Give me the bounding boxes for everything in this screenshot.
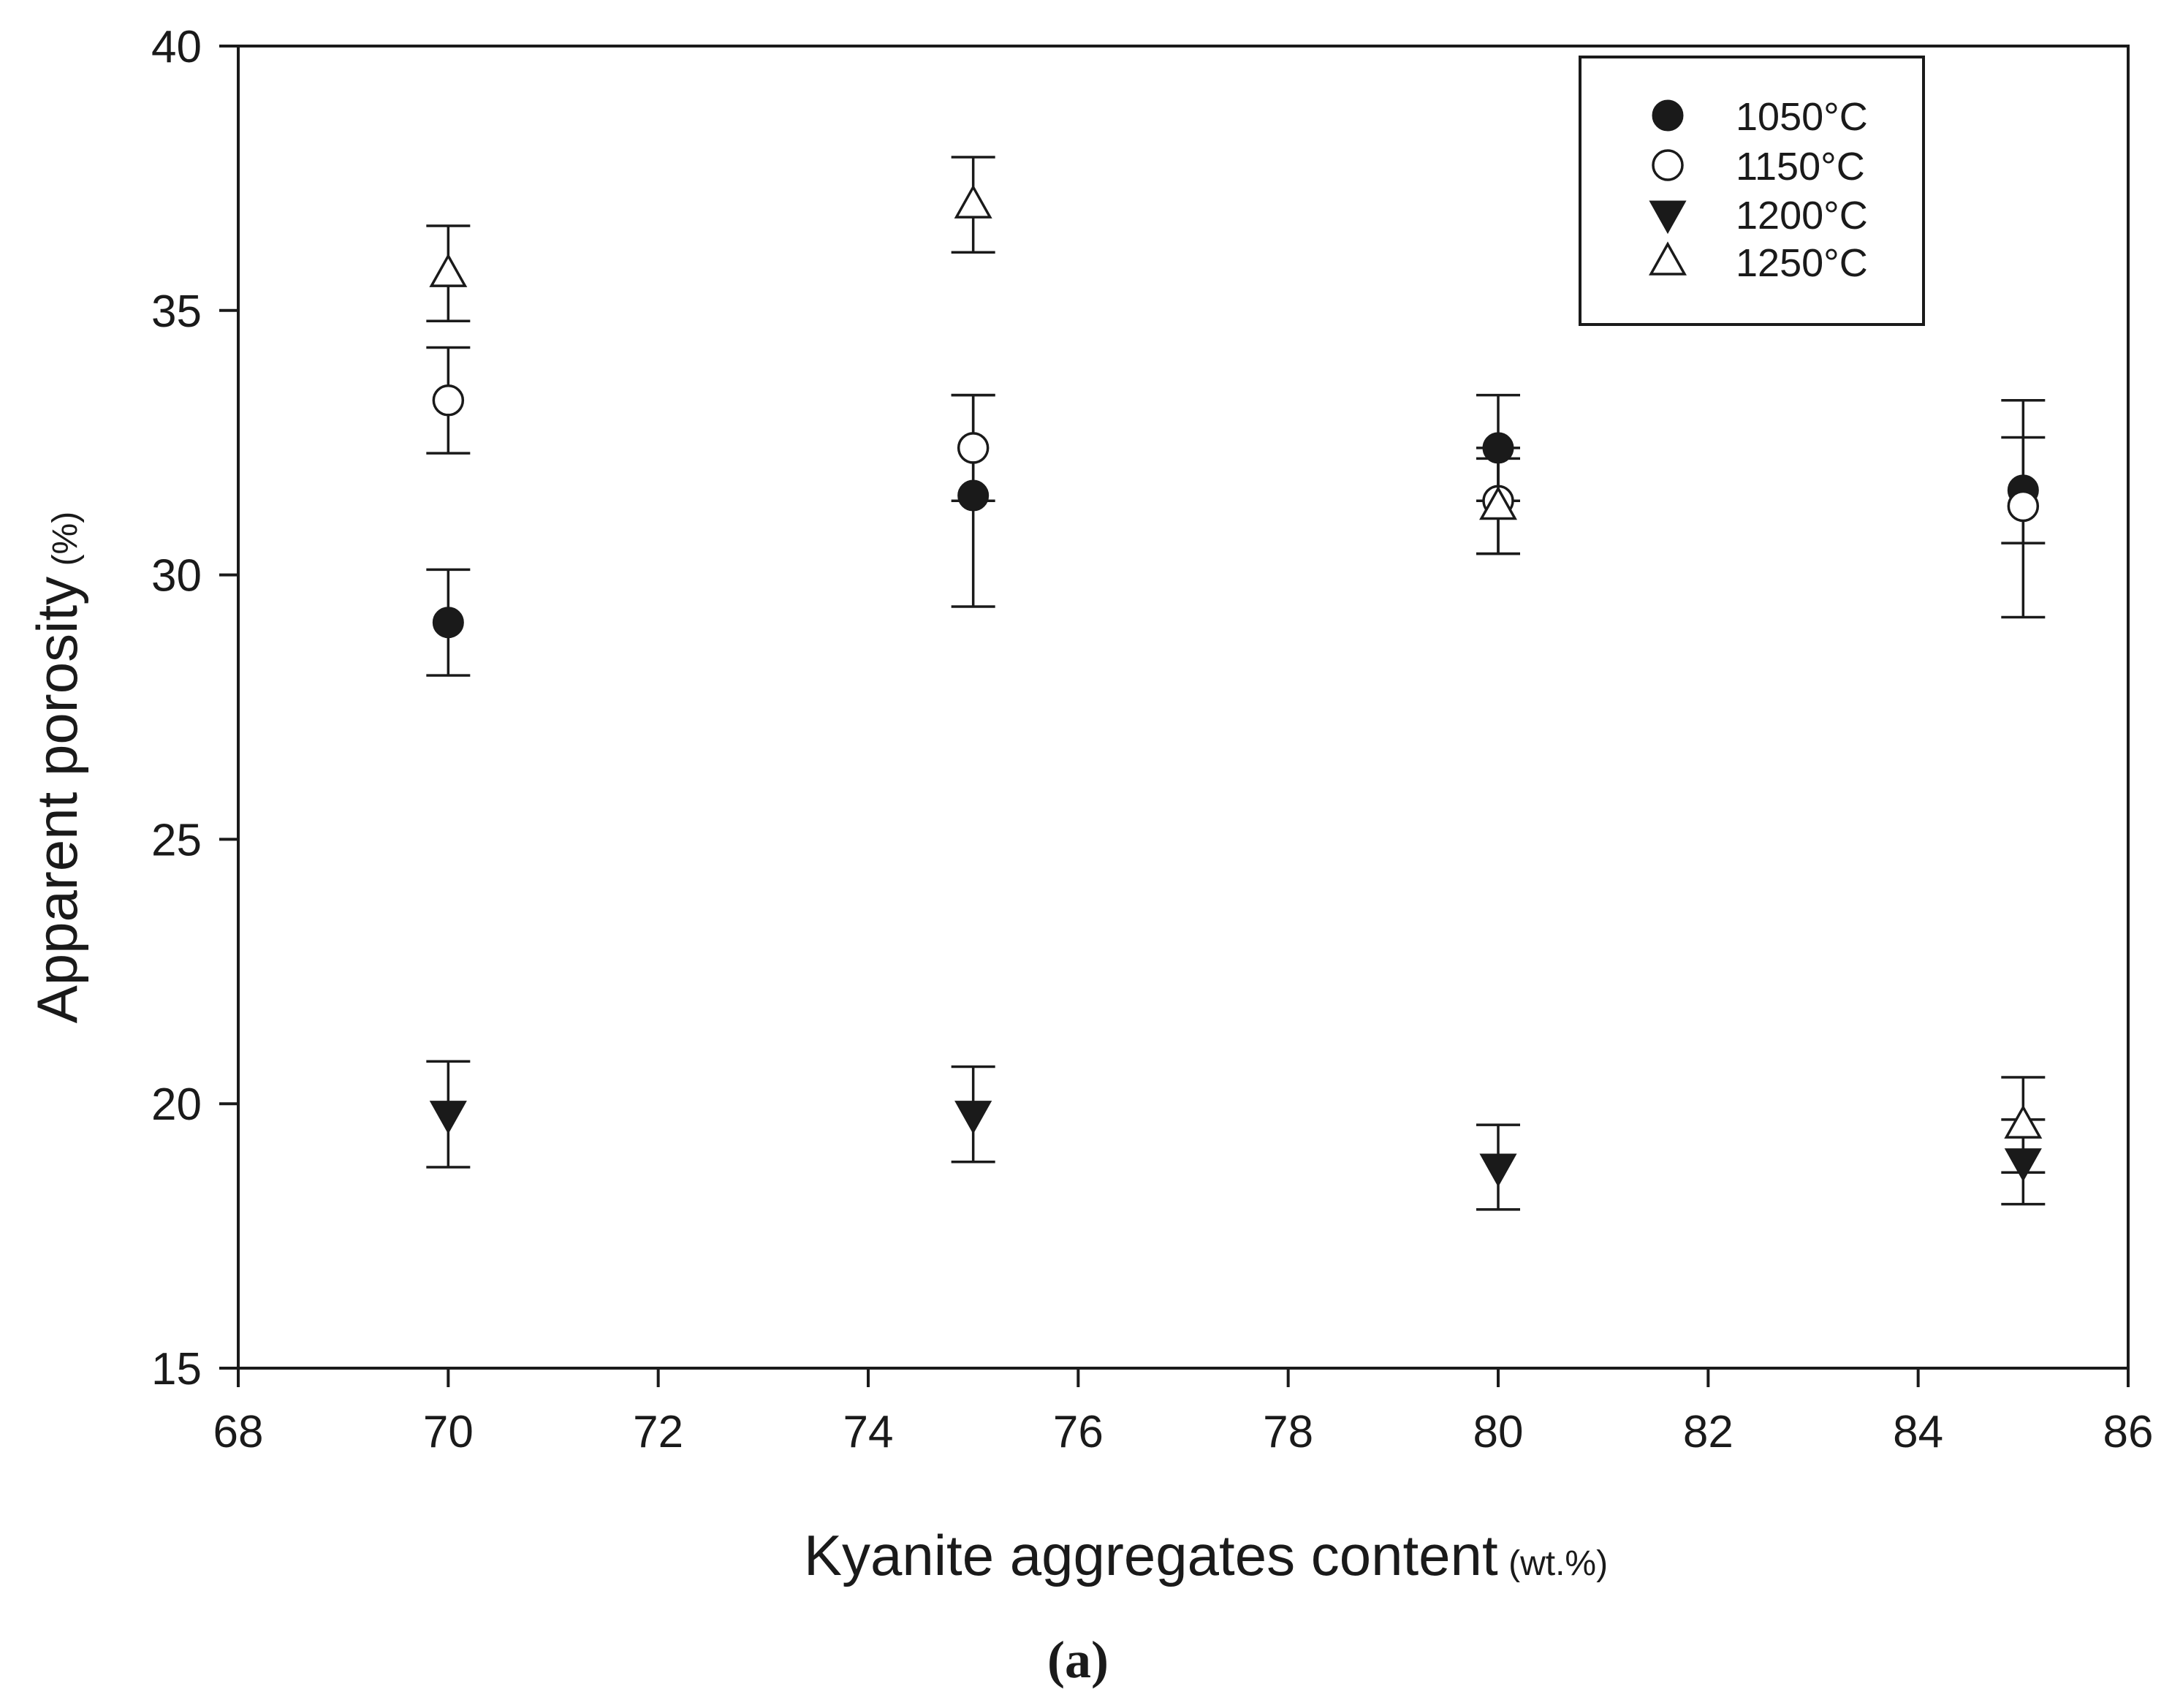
data-point — [2007, 490, 2040, 523]
y-tick-label: 15 — [151, 1344, 202, 1394]
data-point — [954, 1101, 992, 1134]
y-axis-label: Apparent porosity (%) — [25, 512, 89, 1023]
data-point — [432, 607, 464, 639]
panel-label: (a) — [1047, 1631, 1109, 1689]
legend-marker — [1649, 200, 1687, 235]
legend-label: 1050°C — [1736, 95, 1868, 139]
legend-marker — [1652, 149, 1684, 181]
data-point — [954, 184, 992, 219]
data-point — [432, 384, 465, 417]
data-marks — [426, 156, 2046, 1211]
y-tick-label: 20 — [151, 1079, 202, 1130]
x-axis-label: Kyanite aggregates content (wt.%) — [804, 1523, 1608, 1587]
legend-label: 1250°C — [1736, 241, 1868, 285]
x-axis-label-unit: (wt.%) — [1508, 1544, 1608, 1583]
legend-label: 1200°C — [1736, 194, 1868, 238]
legend-box — [1579, 56, 1925, 326]
y-tick-label: 30 — [151, 551, 202, 601]
series-3 — [426, 156, 2046, 1174]
y-tick-label: 35 — [151, 286, 202, 337]
x-tick-label: 78 — [1263, 1407, 1313, 1457]
series-2 — [426, 1060, 2046, 1211]
x-tick-label: 80 — [1473, 1407, 1524, 1457]
x-tick-label: 72 — [633, 1407, 683, 1457]
data-point — [2004, 1104, 2043, 1139]
y-axis-label-unit: (%) — [46, 512, 85, 566]
legend-marker — [1649, 241, 1687, 276]
plot-frame — [237, 45, 2130, 1370]
x-tick-label: 70 — [423, 1407, 474, 1457]
x-tick-label: 82 — [1683, 1407, 1734, 1457]
y-axis-label-text: Apparent porosity — [25, 577, 89, 1023]
y-tick-label: 40 — [151, 22, 202, 72]
data-point — [429, 1101, 467, 1134]
x-tick-label: 68 — [213, 1407, 264, 1457]
data-point — [957, 432, 990, 464]
data-point — [1479, 1153, 1517, 1188]
y-tick-label: 25 — [151, 815, 202, 865]
legend-marker — [1652, 99, 1684, 132]
data-point — [429, 253, 468, 287]
series-0 — [426, 393, 2046, 677]
series-1 — [426, 346, 2046, 619]
x-axis-ticks: 68 70 72 74 76 78 80 82 84 86 — [213, 1368, 2154, 1457]
y-axis-ticks: 15 20 25 30 35 40 — [151, 22, 238, 1394]
x-tick-label: 74 — [843, 1407, 894, 1457]
x-tick-label: 86 — [2103, 1407, 2154, 1457]
data-point — [1479, 485, 1517, 520]
legend-label: 1150°C — [1736, 145, 1865, 189]
x-tick-label: 76 — [1053, 1407, 1104, 1457]
x-tick-label: 84 — [1893, 1407, 1943, 1457]
x-axis-label-text: Kyanite aggregates content — [804, 1523, 1498, 1587]
